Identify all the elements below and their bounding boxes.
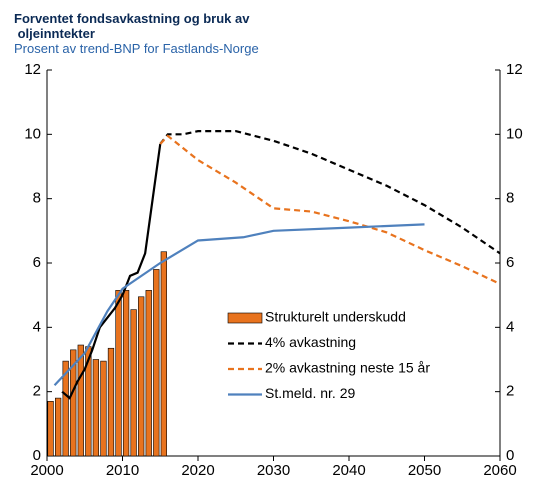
bar <box>55 397 62 457</box>
bar <box>107 347 115 457</box>
x-tick-label: 2030 <box>257 462 290 479</box>
bar <box>130 309 137 457</box>
x-tick-label: 2020 <box>181 462 214 479</box>
y-tick-label: 4 <box>33 318 41 335</box>
y2-tick-label: 6 <box>506 254 514 271</box>
title-line: Forventet fondsavkastning og bruk av <box>14 11 250 26</box>
y-tick-label: 0 <box>33 447 41 464</box>
title-line: oljeinntekter <box>14 26 95 41</box>
bar <box>122 290 130 457</box>
legend-label: St.meld. nr. 29 <box>265 385 355 401</box>
y-tick-label: 10 <box>24 125 41 142</box>
line <box>159 134 501 285</box>
chart-subtitle: Prosent av trend-BNP for Fastlands-Norge <box>14 41 259 56</box>
chart-title: Forventet fondsavkastning og bruk av olj… <box>14 11 250 41</box>
y-tick-label: 8 <box>33 190 41 207</box>
bar <box>77 344 84 457</box>
bar <box>70 349 77 457</box>
y2-tick-label: 0 <box>506 447 514 464</box>
bar <box>62 360 69 457</box>
x-tick-label: 2050 <box>408 462 441 479</box>
legend-label: 2% avkastning neste 15 år <box>265 360 430 376</box>
bar <box>153 269 160 457</box>
x-tick-label: 2060 <box>483 462 516 479</box>
y2-tick-label: 4 <box>506 318 514 335</box>
legend-label: 4% avkastning <box>265 334 356 350</box>
legend-label: Strukturelt underskudd <box>265 309 406 325</box>
legend-swatch <box>227 312 263 324</box>
x-tick-label: 2040 <box>332 462 365 479</box>
y-tick-label: 12 <box>24 61 41 78</box>
bar <box>115 290 122 457</box>
x-tick-label: 2000 <box>30 462 63 479</box>
bar <box>92 359 100 457</box>
line <box>61 143 162 400</box>
bar <box>160 251 167 457</box>
y-tick-label: 6 <box>33 254 41 271</box>
y2-tick-label: 2 <box>506 383 514 400</box>
y-tick-label: 2 <box>33 383 41 400</box>
y2-tick-label: 12 <box>506 61 523 78</box>
bar <box>100 360 107 457</box>
line <box>53 223 425 386</box>
line <box>159 130 501 255</box>
x-tick-label: 2010 <box>106 462 139 479</box>
bar <box>138 296 145 457</box>
bar <box>47 401 54 457</box>
bar <box>145 290 152 457</box>
y2-tick-label: 10 <box>506 125 523 142</box>
y2-tick-label: 8 <box>506 190 514 207</box>
